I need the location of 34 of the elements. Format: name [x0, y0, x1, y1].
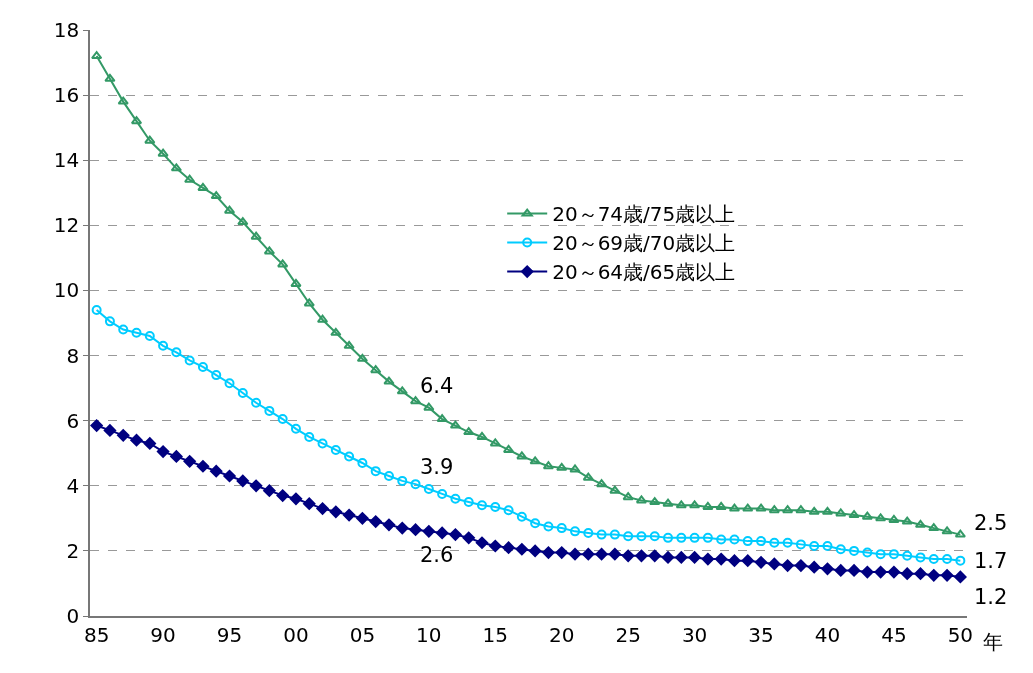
- y-tick-label: 16: [53, 83, 80, 108]
- y-tick-label: 6: [66, 408, 80, 433]
- x-tick-label: 85: [83, 622, 110, 647]
- x-tick-label: 40: [814, 622, 841, 647]
- x-tick-label: 30: [681, 622, 708, 647]
- data-label: 2.5: [974, 511, 1008, 535]
- legend-label: 20～64歳/65歳以上: [552, 260, 736, 285]
- y-tick-label: 4: [66, 473, 80, 498]
- y-tick-label: 2: [66, 538, 80, 563]
- data-label: 1.2: [974, 585, 1008, 609]
- y-tick-label: 8: [66, 343, 80, 368]
- x-tick-label: 45: [881, 622, 907, 647]
- x-tick-label: 10: [416, 622, 442, 647]
- data-label: 6.4: [420, 374, 454, 398]
- y-tick-label: 14: [53, 148, 80, 173]
- x-tick-label: 00: [283, 622, 309, 647]
- x-tick-label: 50: [947, 622, 974, 647]
- legend-label: 20～74歳/75歳以上: [552, 202, 736, 227]
- y-tick-label: 10: [53, 278, 80, 303]
- x-tick-label: 90: [150, 622, 176, 647]
- data-label: 3.9: [420, 455, 454, 479]
- y-tick-label: 18: [53, 18, 80, 42]
- legend-label: 20～69歳/70歳以上: [552, 231, 736, 256]
- data-label: 1.7: [974, 549, 1008, 573]
- x-tick-label: 05: [349, 622, 376, 647]
- x-tick-label: 35: [748, 622, 774, 647]
- y-tick-label: 0: [66, 604, 80, 628]
- y-tick-label: 12: [53, 213, 80, 238]
- x-axis-title: 年: [983, 630, 1003, 654]
- x-tick-label: 15: [482, 622, 509, 647]
- x-tick-label: 25: [615, 622, 641, 647]
- x-tick-label: 20: [548, 622, 575, 647]
- data-label: 2.6: [420, 543, 454, 567]
- x-tick-label: 95: [216, 622, 243, 647]
